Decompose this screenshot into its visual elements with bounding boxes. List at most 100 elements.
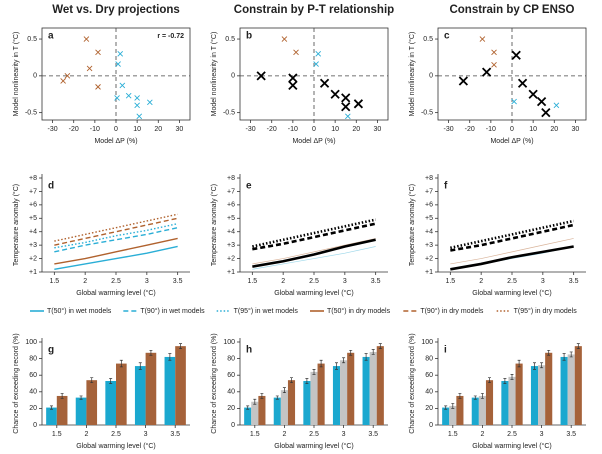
x-axis-label: Global warming level (°C) [76,442,155,450]
y-tick-label: +1 [227,269,235,276]
bar [501,381,509,425]
x-tick-label: 2 [282,431,286,438]
error-bar [451,403,455,409]
bar [46,407,57,425]
error-bar [562,353,566,361]
scatter-point [491,61,497,68]
y-tick-label: 0 [33,422,37,429]
y-axis-label: Model nonlinearity in T (°C) [210,32,218,117]
scatter-point [281,36,288,42]
y-tick-label: 0 [429,422,433,429]
scatter-point [353,99,364,109]
y-tick-label: 0.5 [27,36,37,43]
legend-label: T(95°) in dry models [514,307,578,315]
x-tick-label: 2.5 [309,431,319,438]
y-axis-label: Model nonlinearity in T (°C) [12,32,20,117]
scatter-point [345,113,351,120]
x-tick-label: 1.5 [49,278,59,285]
x-axis-label: Global warming level (°C) [472,289,551,297]
error-bar [312,369,316,375]
x-axis-label: Global warming level (°C) [472,442,551,450]
legend-label: T(50°) in wet models [47,307,112,315]
error-bar [168,353,172,361]
bar [86,380,98,425]
bar [310,371,318,425]
x-tick-label: 2.5 [507,278,517,285]
y-tick-label: 100 [421,339,433,346]
x-tick-label: 10 [133,126,141,133]
y-axis-label: Temperature anomaly (°C) [408,184,416,266]
bar [574,346,582,425]
error-bar [49,405,53,410]
scatter-point [119,82,126,89]
y-tick-label: +6 [29,202,37,209]
x-tick-label: 10 [331,126,339,133]
scatter-point [511,98,517,105]
error-bar [576,343,580,349]
bar [369,351,377,425]
y-tick-label: -0.5 [223,109,235,116]
y-tick-label: 40 [227,389,235,396]
y-axis-label: Temperature anomaly (°C) [12,184,20,266]
x-tick-label: 20 [154,126,162,133]
error-bar [503,378,507,384]
panel-label: f [444,181,448,192]
legend-label: T(50°) in dry models [327,307,391,315]
x-tick-label: 2 [480,431,484,438]
y-axis-label: Temperature anomaly (°C) [210,184,218,266]
x-tick-label: 2 [84,431,88,438]
scatter-point [536,96,547,107]
error-bar [540,362,544,369]
bar [164,356,176,425]
x-tick-label: 30 [572,126,580,133]
scatter-point [95,49,101,56]
line [54,227,178,253]
legend-label: T(95°) in wet models [234,307,299,315]
x-tick-label: 1.5 [445,278,455,285]
line [252,222,376,251]
error-bar [60,393,64,399]
panel-label: d [48,181,54,192]
x-tick-label: -10 [288,126,298,133]
error-bar [547,349,551,356]
x-axis-label: Model ΔP (%) [292,138,335,145]
y-tick-label: 80 [29,355,37,362]
x-axis-label: Global warming level (°C) [274,442,353,450]
y-tick-label: 100 [25,339,37,346]
error-bar [179,343,183,349]
x-tick-label: 3.5 [368,431,378,438]
panel-title: Wet vs. Dry projections [52,4,180,16]
error-bar [138,362,142,370]
scatter-point [293,49,299,56]
y-tick-label: +4 [227,229,235,236]
panel-label: e [246,181,252,192]
x-axis-label: Model ΔP (%) [94,138,137,145]
panel-label: c [444,31,450,42]
error-bar [364,353,368,361]
scatter-point [60,78,66,84]
error-bar [488,377,492,384]
y-tick-label: 0 [33,73,37,80]
bar [508,376,516,425]
scatter-point [511,50,521,60]
scatter-point [330,89,340,99]
error-bar [342,357,346,364]
error-bar [473,395,477,400]
bar [280,390,288,425]
scatter-point [125,92,132,99]
x-tick-label: 1.5 [250,431,260,438]
x-tick-label: 3.5 [566,431,576,438]
y-axis-label: Chance of exceeding record (%) [409,333,416,433]
bar [449,405,457,425]
x-tick-label: -30 [48,126,58,133]
error-bar [79,395,83,400]
line [252,238,376,265]
scatter-point [315,50,322,57]
error-bar [90,377,94,384]
y-tick-label: 100 [223,339,235,346]
y-tick-label: +7 [29,188,37,195]
y-tick-label: +8 [29,175,37,182]
y-tick-label: +2 [29,255,37,262]
y-tick-label: +5 [425,215,433,222]
y-tick-label: -0.5 [421,109,433,116]
